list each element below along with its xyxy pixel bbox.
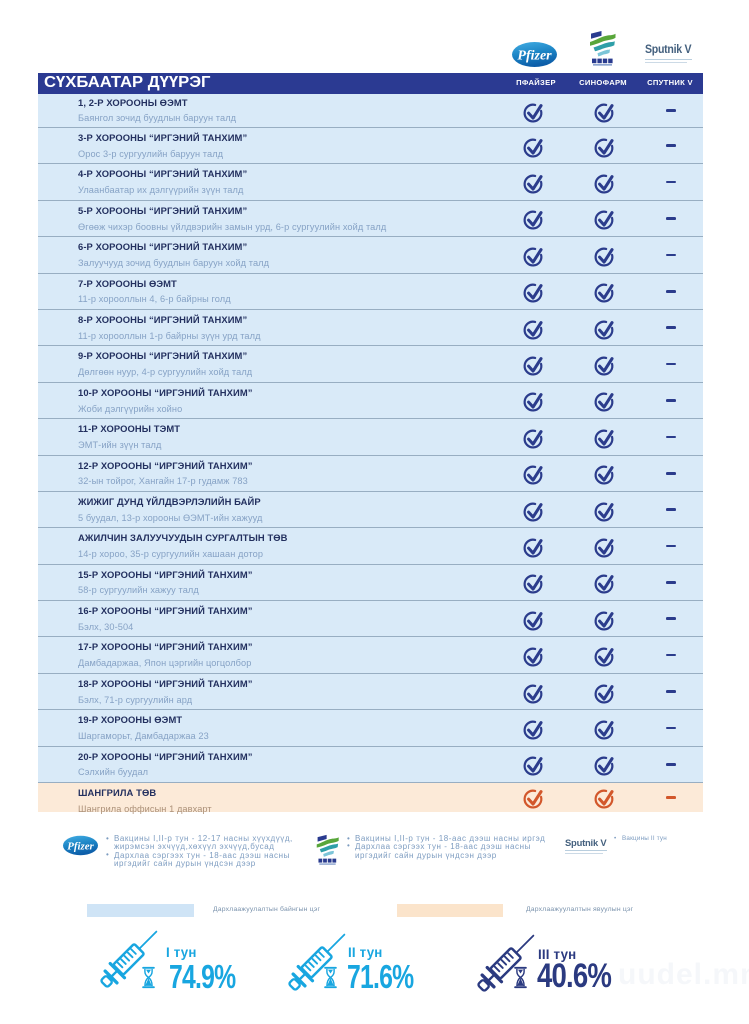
svg-text:Pfizer: Pfizer: [517, 49, 552, 64]
svg-text:Pfizer: Pfizer: [67, 840, 94, 852]
